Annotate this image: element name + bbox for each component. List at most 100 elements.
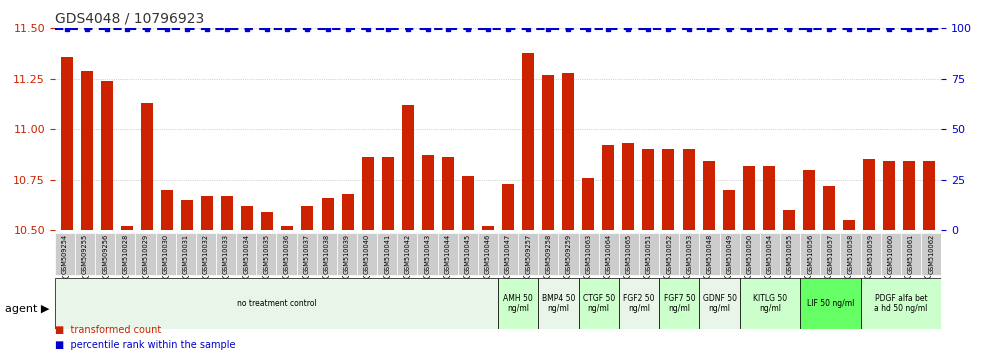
FancyBboxPatch shape bbox=[800, 233, 821, 275]
FancyBboxPatch shape bbox=[841, 233, 861, 275]
FancyBboxPatch shape bbox=[417, 233, 437, 275]
FancyBboxPatch shape bbox=[518, 233, 538, 275]
Bar bbox=[342, 194, 354, 230]
Text: GSM510044: GSM510044 bbox=[444, 234, 450, 274]
Text: GSM509255: GSM509255 bbox=[82, 234, 88, 274]
Text: KITLG 50
ng/ml: KITLG 50 ng/ml bbox=[753, 294, 787, 313]
Bar bbox=[381, 158, 393, 230]
FancyBboxPatch shape bbox=[357, 233, 377, 275]
FancyBboxPatch shape bbox=[498, 278, 538, 329]
Text: GSM510035: GSM510035 bbox=[263, 234, 269, 274]
Text: GSM510062: GSM510062 bbox=[928, 234, 934, 274]
Text: GSM510059: GSM510059 bbox=[868, 234, 873, 274]
Bar bbox=[282, 226, 294, 230]
FancyBboxPatch shape bbox=[478, 233, 498, 275]
Text: GSM510049: GSM510049 bbox=[727, 234, 733, 274]
FancyBboxPatch shape bbox=[699, 233, 719, 275]
FancyBboxPatch shape bbox=[921, 233, 941, 275]
Text: GDS4048 / 10796923: GDS4048 / 10796923 bbox=[55, 12, 204, 26]
Bar bbox=[502, 184, 514, 230]
Bar bbox=[101, 81, 113, 230]
FancyBboxPatch shape bbox=[175, 233, 196, 275]
Text: ■  transformed count: ■ transformed count bbox=[55, 325, 161, 336]
Text: GSM510037: GSM510037 bbox=[304, 234, 310, 274]
Bar bbox=[702, 161, 714, 230]
Text: GSM510034: GSM510034 bbox=[243, 234, 249, 274]
Text: GSM510028: GSM510028 bbox=[123, 234, 128, 274]
Bar bbox=[583, 178, 595, 230]
Text: GSM510039: GSM510039 bbox=[344, 234, 350, 274]
Text: GSM510052: GSM510052 bbox=[666, 234, 672, 274]
FancyBboxPatch shape bbox=[155, 233, 175, 275]
FancyBboxPatch shape bbox=[216, 233, 236, 275]
Text: GSM510043: GSM510043 bbox=[424, 234, 430, 274]
FancyBboxPatch shape bbox=[639, 233, 659, 275]
Bar bbox=[362, 158, 374, 230]
Text: GSM510053: GSM510053 bbox=[686, 234, 692, 274]
Bar bbox=[803, 170, 815, 230]
FancyBboxPatch shape bbox=[538, 233, 559, 275]
FancyBboxPatch shape bbox=[337, 233, 357, 275]
Bar bbox=[883, 161, 895, 230]
Bar bbox=[723, 190, 735, 230]
Text: GSM510063: GSM510063 bbox=[586, 234, 592, 274]
Text: AMH 50
ng/ml: AMH 50 ng/ml bbox=[503, 294, 533, 313]
Bar bbox=[843, 220, 855, 230]
FancyBboxPatch shape bbox=[619, 233, 639, 275]
Bar bbox=[241, 206, 253, 230]
Text: FGF7 50
ng/ml: FGF7 50 ng/ml bbox=[663, 294, 695, 313]
Bar bbox=[682, 149, 694, 230]
Text: GSM510058: GSM510058 bbox=[848, 234, 854, 274]
Bar bbox=[81, 71, 93, 230]
Text: CTGF 50
ng/ml: CTGF 50 ng/ml bbox=[583, 294, 615, 313]
Text: GSM510055: GSM510055 bbox=[787, 234, 793, 274]
Bar bbox=[442, 158, 454, 230]
Bar bbox=[743, 166, 755, 230]
Text: ■  percentile rank within the sample: ■ percentile rank within the sample bbox=[55, 339, 235, 350]
Bar bbox=[562, 73, 575, 230]
Bar bbox=[863, 159, 875, 230]
Bar bbox=[121, 226, 133, 230]
FancyBboxPatch shape bbox=[559, 233, 579, 275]
Text: GSM510042: GSM510042 bbox=[404, 234, 410, 274]
FancyBboxPatch shape bbox=[619, 278, 659, 329]
Bar bbox=[642, 149, 654, 230]
Text: GSM510031: GSM510031 bbox=[182, 234, 188, 274]
Bar bbox=[783, 210, 795, 230]
Text: BMP4 50
ng/ml: BMP4 50 ng/ml bbox=[542, 294, 575, 313]
Bar bbox=[462, 176, 474, 230]
Text: GSM509257: GSM509257 bbox=[525, 234, 531, 274]
Text: GSM510047: GSM510047 bbox=[505, 234, 511, 274]
Bar bbox=[903, 161, 915, 230]
FancyBboxPatch shape bbox=[377, 233, 397, 275]
Bar bbox=[302, 206, 314, 230]
Text: GSM510040: GSM510040 bbox=[365, 234, 371, 274]
Text: GSM510064: GSM510064 bbox=[606, 234, 612, 274]
Text: GSM510036: GSM510036 bbox=[284, 234, 290, 274]
FancyBboxPatch shape bbox=[236, 233, 256, 275]
FancyBboxPatch shape bbox=[317, 233, 337, 275]
Text: GDNF 50
ng/ml: GDNF 50 ng/ml bbox=[702, 294, 737, 313]
FancyBboxPatch shape bbox=[458, 233, 478, 275]
FancyBboxPatch shape bbox=[679, 233, 699, 275]
Text: GSM509258: GSM509258 bbox=[546, 234, 552, 274]
Text: FGF2 50
ng/ml: FGF2 50 ng/ml bbox=[623, 294, 654, 313]
Bar bbox=[161, 190, 173, 230]
Text: GSM510057: GSM510057 bbox=[828, 234, 834, 274]
FancyBboxPatch shape bbox=[861, 278, 941, 329]
FancyBboxPatch shape bbox=[861, 233, 880, 275]
Text: LIF 50 ng/ml: LIF 50 ng/ml bbox=[807, 299, 855, 308]
FancyBboxPatch shape bbox=[659, 278, 699, 329]
Text: GSM509254: GSM509254 bbox=[62, 234, 68, 274]
FancyBboxPatch shape bbox=[579, 233, 599, 275]
Text: GSM509256: GSM509256 bbox=[103, 234, 109, 274]
Text: GSM510033: GSM510033 bbox=[223, 234, 229, 274]
FancyBboxPatch shape bbox=[75, 233, 95, 275]
Bar bbox=[763, 166, 775, 230]
Bar bbox=[181, 200, 193, 230]
Bar bbox=[261, 212, 273, 230]
FancyBboxPatch shape bbox=[256, 233, 277, 275]
Bar bbox=[482, 226, 494, 230]
Text: GSM510060: GSM510060 bbox=[887, 234, 893, 274]
FancyBboxPatch shape bbox=[740, 278, 800, 329]
